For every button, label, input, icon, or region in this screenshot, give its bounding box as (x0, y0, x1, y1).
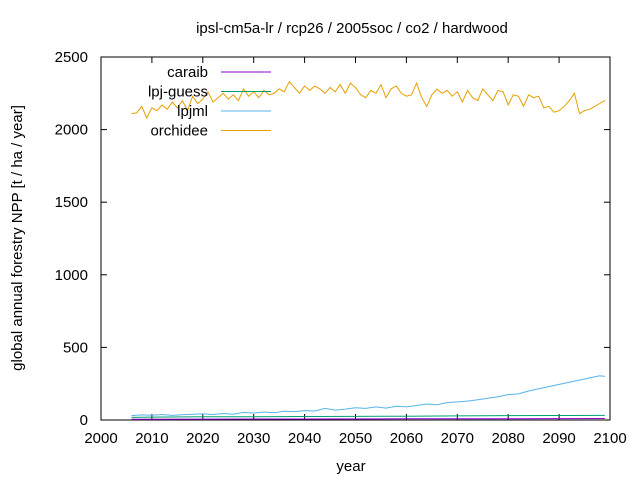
y-tick-label: 1000 (55, 267, 88, 284)
series-line-orchidee (131, 80, 606, 120)
x-tick-label: 2090 (542, 430, 575, 447)
x-axis-ticks: 2000 2010 2020 2030 2040 2050 2060 2070 2080 2090… (84, 57, 627, 447)
x-tick-label: 2100 (593, 430, 626, 447)
x-tick-label: 2070 (441, 430, 474, 447)
y-tick-label: 0 (80, 412, 88, 429)
y-axis-label: global annual forestry NPP [t / ha / yea… (9, 105, 26, 371)
chart-title: ipsl-cm5a-lr / rcp26 / 2005soc / co2 / h… (196, 20, 508, 37)
series-line-lpjml (131, 375, 605, 417)
x-axis-label: year (336, 458, 365, 475)
x-tick-label: 2010 (135, 430, 168, 447)
y-tick-label: 500 (63, 339, 88, 356)
series-line-lpj-guess (131, 414, 605, 418)
y-tick-label: 1500 (55, 194, 88, 211)
x-tick-label: 2050 (339, 430, 372, 447)
x-tick-label: 2030 (237, 430, 270, 447)
series-lines (131, 80, 606, 420)
y-axis-ticks: 0 500 1000 1500 2000 2500 (55, 49, 610, 429)
legend-label: lpjml (177, 103, 208, 120)
x-tick-label: 2080 (492, 430, 525, 447)
legend: caraib lpj-guess lpjml orchidee (148, 64, 271, 140)
x-tick-label: 2060 (390, 430, 423, 447)
x-tick-label: 2040 (288, 430, 321, 447)
legend-label: caraib (167, 64, 208, 81)
x-tick-label: 2000 (84, 430, 117, 447)
y-tick-label: 2000 (55, 122, 88, 139)
series-line-caraib (131, 418, 605, 420)
legend-label: orchidee (150, 123, 208, 140)
y-tick-label: 2500 (55, 49, 88, 66)
x-tick-label: 2020 (186, 430, 219, 447)
legend-label: lpj-guess (148, 84, 208, 101)
